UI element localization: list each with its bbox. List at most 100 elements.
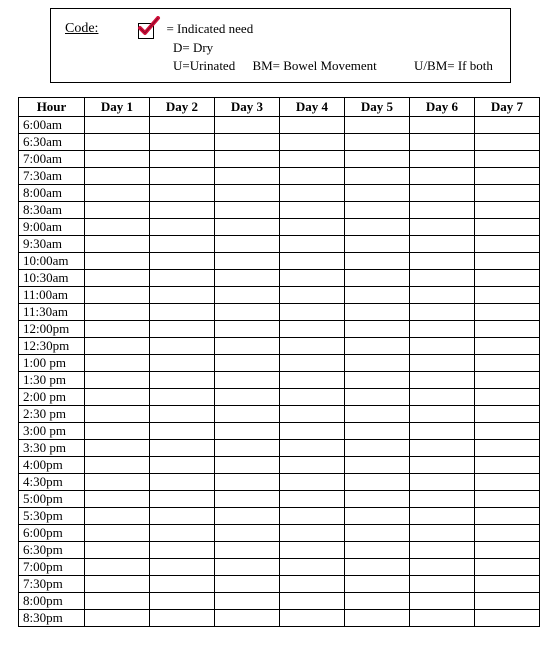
day-cell — [150, 236, 215, 253]
day-cell — [475, 372, 540, 389]
table-row: 3:00 pm — [19, 423, 540, 440]
day-cell — [475, 117, 540, 134]
day-cell — [150, 355, 215, 372]
day-cell — [475, 559, 540, 576]
day-cell — [345, 168, 410, 185]
day-cell — [345, 440, 410, 457]
day-cell — [280, 287, 345, 304]
day-cell — [150, 440, 215, 457]
day-cell — [345, 134, 410, 151]
day-cell — [410, 406, 475, 423]
day-cell — [150, 270, 215, 287]
day-cell — [85, 355, 150, 372]
table-row: 9:00am — [19, 219, 540, 236]
table-row: 8:30pm — [19, 610, 540, 627]
day-cell — [150, 151, 215, 168]
day-cell — [150, 372, 215, 389]
day-cell — [475, 287, 540, 304]
day-cell — [345, 253, 410, 270]
hour-cell: 7:30am — [19, 168, 85, 185]
day-cell — [215, 134, 280, 151]
day-cell — [215, 457, 280, 474]
day-cell — [150, 304, 215, 321]
day-cell — [410, 593, 475, 610]
day-cell — [410, 151, 475, 168]
day-cell — [345, 304, 410, 321]
day-cell — [475, 185, 540, 202]
day-cell — [280, 304, 345, 321]
hour-cell: 6:00am — [19, 117, 85, 134]
day-cell — [85, 457, 150, 474]
hour-cell: 8:00am — [19, 185, 85, 202]
day-cell — [280, 321, 345, 338]
day-cell — [85, 338, 150, 355]
day-cell — [345, 508, 410, 525]
day-cell — [345, 117, 410, 134]
day-cell — [280, 440, 345, 457]
day-cell — [85, 389, 150, 406]
day-cell — [345, 559, 410, 576]
day-cell — [215, 508, 280, 525]
day-cell — [215, 117, 280, 134]
day-cell — [280, 236, 345, 253]
day-cell — [280, 270, 345, 287]
header-day: Day 6 — [410, 98, 475, 117]
table-row: 12:30pm — [19, 338, 540, 355]
hour-cell: 3:00 pm — [19, 423, 85, 440]
table-row: 11:30am — [19, 304, 540, 321]
header-day: Day 1 — [85, 98, 150, 117]
day-cell — [345, 236, 410, 253]
day-cell — [85, 440, 150, 457]
hour-cell: 11:00am — [19, 287, 85, 304]
day-cell — [215, 576, 280, 593]
table-row: 7:00pm — [19, 559, 540, 576]
hour-cell: 8:00pm — [19, 593, 85, 610]
day-cell — [150, 168, 215, 185]
day-cell — [215, 270, 280, 287]
table-row: 6:00am — [19, 117, 540, 134]
day-cell — [150, 610, 215, 627]
table-row: 8:00pm — [19, 593, 540, 610]
day-cell — [150, 253, 215, 270]
day-cell — [215, 355, 280, 372]
indicated-text: = Indicated need — [166, 21, 253, 37]
legend-box: Code: = Indicated need D= Dry U=Urinated… — [50, 8, 511, 83]
day-cell — [475, 457, 540, 474]
day-cell — [410, 372, 475, 389]
day-cell — [475, 610, 540, 627]
day-cell — [345, 610, 410, 627]
table-row: 9:30am — [19, 236, 540, 253]
day-cell — [85, 508, 150, 525]
day-cell — [150, 525, 215, 542]
indicated-need: = Indicated need — [138, 19, 253, 39]
day-cell — [475, 270, 540, 287]
day-cell — [475, 202, 540, 219]
day-cell — [280, 372, 345, 389]
day-cell — [410, 270, 475, 287]
tracking-table: Hour Day 1Day 2Day 3Day 4Day 5Day 6Day 7… — [18, 97, 540, 627]
hour-cell: 1:00 pm — [19, 355, 85, 372]
day-cell — [215, 253, 280, 270]
table-row: 6:30pm — [19, 542, 540, 559]
day-cell — [85, 474, 150, 491]
table-row: 12:00pm — [19, 321, 540, 338]
table-row: 2:30 pm — [19, 406, 540, 423]
day-cell — [215, 389, 280, 406]
table-row: 5:30pm — [19, 508, 540, 525]
day-cell — [280, 338, 345, 355]
day-cell — [215, 236, 280, 253]
day-cell — [280, 355, 345, 372]
day-cell — [345, 321, 410, 338]
day-cell — [475, 491, 540, 508]
legend-dry: D= Dry — [173, 39, 496, 57]
day-cell — [345, 355, 410, 372]
day-cell — [280, 423, 345, 440]
day-cell — [410, 355, 475, 372]
hour-cell: 7:30pm — [19, 576, 85, 593]
day-cell — [85, 134, 150, 151]
day-cell — [85, 576, 150, 593]
hour-cell: 9:00am — [19, 219, 85, 236]
day-cell — [280, 202, 345, 219]
day-cell — [410, 542, 475, 559]
table-row: 11:00am — [19, 287, 540, 304]
